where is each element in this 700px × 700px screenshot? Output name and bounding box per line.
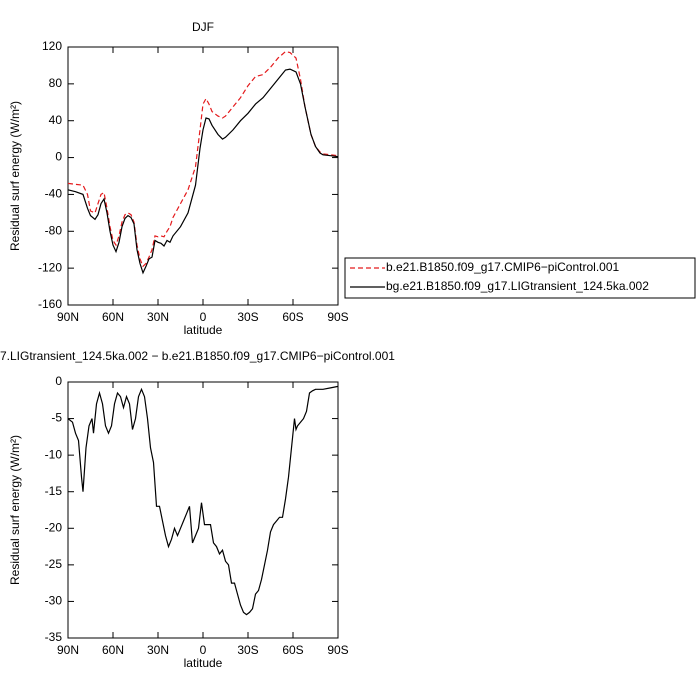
x-tick-label: 30N bbox=[147, 643, 169, 657]
x-tick-label: 60N bbox=[102, 643, 124, 657]
chart-title: DJF bbox=[192, 20, 214, 34]
y-tick-label: -20 bbox=[45, 520, 63, 534]
x-tick-label: 0 bbox=[200, 643, 207, 657]
y-tick-label: -30 bbox=[45, 594, 63, 608]
plot-frame bbox=[67, 46, 339, 306]
y-tick-label: -5 bbox=[51, 411, 62, 425]
y-axis-label: Residual surf energy (W/m²) bbox=[8, 101, 22, 251]
chart-title: 7.LIGtransient_124.5ka.002 − b.e21.B1850… bbox=[0, 349, 395, 363]
legend-label: bg.e21.B1850.f09_g17.LIGtransient_124.5k… bbox=[386, 279, 649, 293]
legend-box bbox=[344, 257, 696, 299]
legend-label: b.e21.B1850.f09_g17.CMIP6−piControl.001 bbox=[386, 260, 619, 274]
y-tick-label: -120 bbox=[38, 260, 62, 274]
y-axis-label: Residual surf energy (W/m²) bbox=[8, 435, 22, 585]
x-tick-label: 30S bbox=[237, 310, 258, 324]
x-axis-label: latitude bbox=[184, 656, 223, 670]
y-tick-label: -160 bbox=[38, 297, 62, 311]
x-tick-label: 30S bbox=[237, 643, 258, 657]
x-tick-label: 60S bbox=[282, 643, 303, 657]
y-tick-label: -25 bbox=[45, 557, 63, 571]
x-tick-label: 60N bbox=[102, 310, 124, 324]
x-tick-label: 90S bbox=[327, 643, 348, 657]
y-tick-label: 0 bbox=[55, 150, 62, 164]
y-tick-label: -40 bbox=[45, 187, 63, 201]
x-tick-label: 60S bbox=[282, 310, 303, 324]
y-tick-label: 120 bbox=[42, 39, 62, 53]
y-tick-label: 80 bbox=[49, 76, 63, 90]
x-tick-label: 30N bbox=[147, 310, 169, 324]
y-tick-label: 40 bbox=[49, 113, 63, 127]
x-tick-label: 90S bbox=[327, 310, 348, 324]
y-tick-label: -80 bbox=[45, 223, 63, 237]
x-axis-label: latitude bbox=[184, 323, 223, 337]
y-tick-label: -10 bbox=[45, 447, 63, 461]
y-tick-label: -35 bbox=[45, 630, 63, 644]
y-tick-label: -15 bbox=[45, 484, 63, 498]
x-tick-label: 90N bbox=[57, 643, 79, 657]
data-line bbox=[67, 385, 339, 616]
x-tick-label: 0 bbox=[200, 310, 207, 324]
x-tick-label: 90N bbox=[57, 310, 79, 324]
y-tick-label: 0 bbox=[55, 374, 62, 388]
data-line bbox=[67, 50, 339, 268]
data-line bbox=[67, 68, 339, 275]
